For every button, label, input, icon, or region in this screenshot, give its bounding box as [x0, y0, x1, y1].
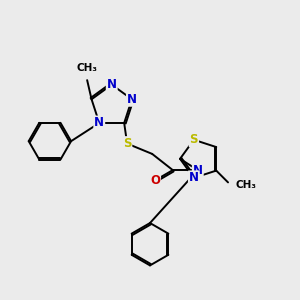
Text: O: O	[150, 174, 160, 187]
Text: N: N	[193, 164, 203, 177]
Text: N: N	[107, 78, 117, 91]
Text: N: N	[94, 116, 104, 130]
Text: CH₃: CH₃	[236, 180, 256, 190]
Text: N: N	[189, 171, 199, 184]
Text: S: S	[123, 137, 131, 150]
Text: S: S	[190, 133, 198, 146]
Text: N: N	[127, 93, 137, 106]
Text: CH₃: CH₃	[76, 63, 98, 73]
